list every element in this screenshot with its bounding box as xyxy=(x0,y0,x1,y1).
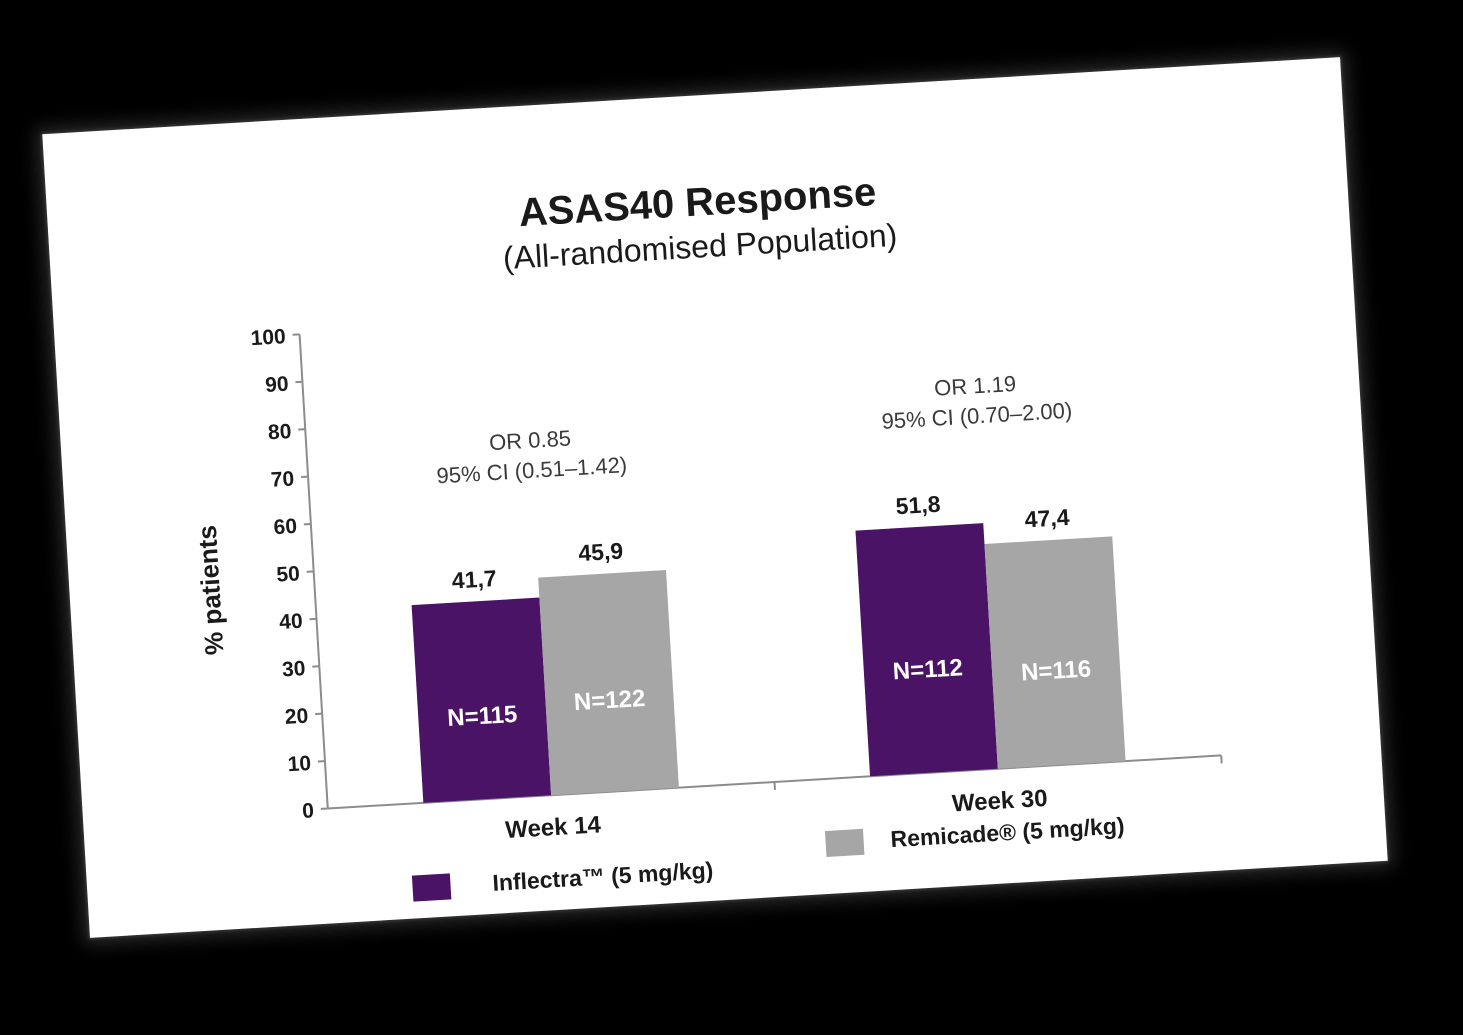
y-tick-label: 30 xyxy=(281,657,306,681)
y-tick-label: 20 xyxy=(284,705,309,729)
bar xyxy=(411,597,552,803)
y-tick-label: 40 xyxy=(279,610,304,634)
y-tick-label: 70 xyxy=(270,467,295,491)
y-axis-label: % patients xyxy=(192,524,230,656)
bars xyxy=(411,523,1126,803)
x-category-label: Week 14 xyxy=(505,811,603,844)
y-tick-label: 50 xyxy=(276,562,301,586)
bar xyxy=(855,523,998,777)
y-tick-label: 100 xyxy=(250,325,286,350)
legend-label: Remicade® (5 mg/kg) xyxy=(890,812,1125,852)
bar-n-label: N=116 xyxy=(1020,655,1092,686)
bar-value-label: 51,8 xyxy=(895,491,941,520)
bar-value-label: 45,9 xyxy=(578,538,624,567)
bar-n-label: N=112 xyxy=(892,654,964,685)
bar-n-label: N=122 xyxy=(573,685,646,716)
bar xyxy=(984,536,1126,769)
confidence-interval-annotation: 95% CI (0.51–1.42) xyxy=(436,452,628,488)
y-tick-label: 80 xyxy=(267,420,292,444)
axes: 0 10 20 30 40 50 60 70 80 90 100 xyxy=(250,325,1223,823)
x-category-label: Week 30 xyxy=(951,785,1048,818)
odds-ratio-annotation: OR 0.85 xyxy=(488,425,571,455)
y-tick-label: 10 xyxy=(287,752,312,776)
chart-card: ASAS40 Response (All-randomised Populati… xyxy=(42,57,1388,938)
odds-ratio-annotation: OR 1.19 xyxy=(933,371,1016,401)
bar-value-label: 41,7 xyxy=(451,565,497,594)
bar xyxy=(538,570,679,796)
y-tick-label: 90 xyxy=(265,373,290,397)
legend-swatch xyxy=(824,828,865,858)
legend-label: Inflectra™ (5 mg/kg) xyxy=(492,857,714,896)
bar-n-label: N=115 xyxy=(447,701,519,732)
y-tick-label: 60 xyxy=(273,515,298,539)
legend-swatch xyxy=(411,873,452,902)
y-tick-label: 0 xyxy=(302,799,315,823)
bar-value-label: 47,4 xyxy=(1024,504,1070,533)
bar-chart: ASAS40 Response (All-randomised Populati… xyxy=(192,170,1223,902)
confidence-interval-annotation: 95% CI (0.70–2.00) xyxy=(881,398,1073,434)
